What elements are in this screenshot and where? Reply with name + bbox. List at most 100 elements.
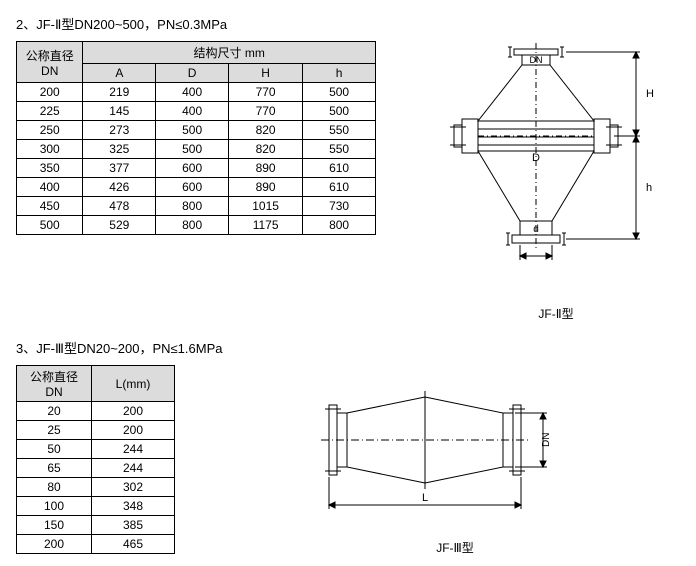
- cell: 500: [17, 216, 83, 235]
- table-jf2: 公称直径 DN 结构尺寸 mm A D H h 2002194007705002…: [16, 41, 376, 235]
- table-row: 150385: [17, 516, 175, 535]
- svg-text:d: d: [533, 224, 539, 235]
- table-row: 225145400770500: [17, 102, 376, 121]
- table-row: 200219400770500: [17, 83, 376, 102]
- svg-text:D: D: [532, 152, 540, 164]
- table-jf3: 公称直径 DN L(mm) 20200252005024465244803021…: [16, 365, 175, 554]
- cell: 300: [17, 140, 83, 159]
- diagram-jf2-wrap: DN: [426, 41, 686, 322]
- th-a: A: [83, 64, 156, 83]
- cell: 500: [303, 83, 376, 102]
- cell: 770: [229, 83, 303, 102]
- cell: 225: [17, 102, 83, 121]
- cell: 800: [156, 216, 229, 235]
- table-row: 250273500820550: [17, 121, 376, 140]
- cell: 377: [83, 159, 156, 178]
- section3-title: 3、JF-Ⅲ型DN20~200，PN≤1.6MPa: [16, 338, 686, 357]
- cell: 610: [303, 178, 376, 197]
- cell: 500: [156, 121, 229, 140]
- cell: 200: [17, 83, 83, 102]
- cell: 1175: [229, 216, 303, 235]
- th3-dn: 公称直径 DN: [17, 366, 92, 402]
- th-d: D: [156, 64, 229, 83]
- table-row: 100348: [17, 497, 175, 516]
- cell: 478: [83, 197, 156, 216]
- cell: 385: [92, 516, 175, 535]
- cell: 465: [92, 535, 175, 554]
- cell: 890: [229, 159, 303, 178]
- cell: 219: [83, 83, 156, 102]
- cell: 529: [83, 216, 156, 235]
- cell: 350: [17, 159, 83, 178]
- cell: 244: [92, 440, 175, 459]
- th-h1: H: [229, 64, 303, 83]
- cell: 200: [92, 421, 175, 440]
- cell: 273: [83, 121, 156, 140]
- cell: 500: [156, 140, 229, 159]
- diagram-jf3-wrap: L DN JF-Ⅲ型: [305, 385, 605, 556]
- cell: 600: [156, 178, 229, 197]
- svg-text:DN: DN: [541, 433, 552, 447]
- table-row: 300325500820550: [17, 140, 376, 159]
- cell: 550: [303, 140, 376, 159]
- diagram-jf3: L DN: [305, 385, 605, 535]
- svg-text:L: L: [422, 492, 428, 504]
- table-row: 20200: [17, 402, 175, 421]
- cell: 820: [229, 140, 303, 159]
- th3-l: L(mm): [92, 366, 175, 402]
- th-group: 结构尺寸 mm: [83, 42, 376, 64]
- cell: 50: [17, 440, 92, 459]
- section2-row: 公称直径 DN 结构尺寸 mm A D H h 2002194007705002…: [10, 41, 686, 322]
- cell: 400: [156, 83, 229, 102]
- table-row: 50244: [17, 440, 175, 459]
- cell: 800: [303, 216, 376, 235]
- cell: 800: [156, 197, 229, 216]
- cell: 20: [17, 402, 92, 421]
- cell: 200: [92, 402, 175, 421]
- cell: 610: [303, 159, 376, 178]
- table-row: 25200: [17, 421, 175, 440]
- cell: 820: [229, 121, 303, 140]
- table-row: 4504788001015730: [17, 197, 376, 216]
- cell: 500: [303, 102, 376, 121]
- section2-title: 2、JF-Ⅱ型DN200~500，PN≤0.3MPa: [16, 14, 686, 33]
- cell: 244: [92, 459, 175, 478]
- th-h2: h: [303, 64, 376, 83]
- cell: 1015: [229, 197, 303, 216]
- cell: 302: [92, 478, 175, 497]
- cell: 770: [229, 102, 303, 121]
- cell: 730: [303, 197, 376, 216]
- svg-text:h: h: [646, 182, 652, 194]
- diagram-jf2-label: JF-Ⅱ型: [426, 305, 686, 322]
- cell: 100: [17, 497, 92, 516]
- table-row: 65244: [17, 459, 175, 478]
- cell: 600: [156, 159, 229, 178]
- table-row: 400426600890610: [17, 178, 376, 197]
- table-row: 350377600890610: [17, 159, 376, 178]
- cell: 325: [83, 140, 156, 159]
- cell: 890: [229, 178, 303, 197]
- cell: 250: [17, 121, 83, 140]
- diagram-jf2: DN: [426, 41, 686, 301]
- cell: 25: [17, 421, 92, 440]
- cell: 400: [17, 178, 83, 197]
- tbody-jf3: 2020025200502446524480302100348150385200…: [17, 402, 175, 554]
- svg-text:H: H: [646, 88, 654, 100]
- cell: 450: [17, 197, 83, 216]
- cell: 150: [17, 516, 92, 535]
- cell: 348: [92, 497, 175, 516]
- cell: 65: [17, 459, 92, 478]
- cell: 200: [17, 535, 92, 554]
- cell: 145: [83, 102, 156, 121]
- section3-row: 公称直径 DN L(mm) 20200252005024465244803021…: [10, 365, 686, 556]
- cell: 550: [303, 121, 376, 140]
- table-row: 80302: [17, 478, 175, 497]
- table-row: 200465: [17, 535, 175, 554]
- diagram-jf3-label: JF-Ⅲ型: [305, 539, 605, 556]
- th-dn: 公称直径 DN: [17, 42, 83, 83]
- tbody-jf2: 2002194007705002251454007705002502735008…: [17, 83, 376, 235]
- cell: 80: [17, 478, 92, 497]
- cell: 426: [83, 178, 156, 197]
- table-row: 5005298001175800: [17, 216, 376, 235]
- cell: 400: [156, 102, 229, 121]
